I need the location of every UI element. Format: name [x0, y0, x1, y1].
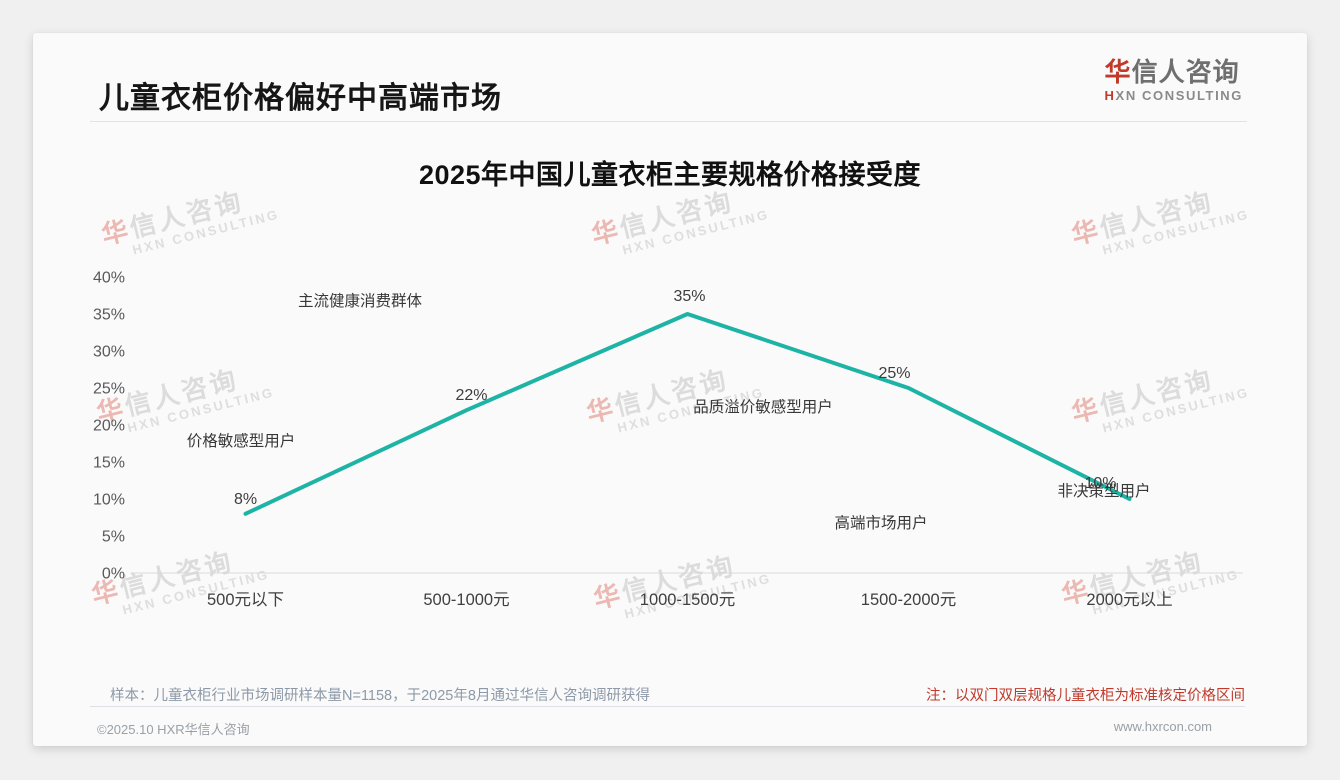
annotation: 非决策型用户: [1057, 482, 1150, 500]
annotation: 高端市场用户: [834, 514, 927, 532]
x-tick-label: 500-1000元: [423, 591, 509, 609]
price-acceptance-line-chart: 0% 5% 10% 15% 20% 25% 30% 35% 40% 500元以下 500-1000元…: [93, 270, 1243, 609]
chart-title: 2025年中国儿童衣柜主要规格价格接受度: [418, 160, 922, 190]
data-label: 35%: [673, 288, 705, 305]
logo-en: HXN CONSULTING: [1105, 89, 1243, 102]
website-url: www.hxrcon.com: [1113, 719, 1212, 734]
data-label: 8%: [234, 491, 257, 508]
price-acceptance-line: [243, 312, 1132, 516]
footer-divider: [90, 706, 1245, 707]
x-tick-label: 500元以下: [207, 591, 284, 609]
sample-footnote: 样本：儿童衣柜行业市场调研样本量N=1158，于2025年8月通过华信人咨询调研…: [110, 688, 650, 704]
y-tick-label: 15%: [93, 455, 125, 472]
y-tick-label: 5%: [102, 529, 125, 546]
logo-cn: 华信人咨询: [1105, 59, 1243, 85]
y-tick-label: 40%: [93, 270, 125, 287]
x-tick-label: 1000-1500元: [640, 591, 735, 609]
annotation: 品质溢价敏感型用户: [693, 398, 833, 416]
annotation: 价格敏感型用户: [187, 432, 296, 450]
logo-cn-accent: 华: [1104, 57, 1132, 87]
data-label: 25%: [878, 365, 910, 382]
x-tick-label: 2000元以上: [1086, 590, 1172, 609]
logo-en-accent: H: [1104, 88, 1116, 103]
page-title: 儿童衣柜价格偏好中高端市场: [99, 82, 502, 115]
y-tick-label: 20%: [93, 418, 125, 435]
logo-en-rest: XN CONSULTING: [1115, 88, 1243, 103]
logo-cn-rest: 信人咨询: [1131, 57, 1240, 87]
y-tick-label: 0%: [102, 566, 125, 583]
y-tick-label: 25%: [93, 381, 125, 398]
x-tick-label: 1500-2000元: [861, 591, 956, 609]
y-tick-label: 30%: [93, 344, 125, 361]
annotation: 主流健康消费群体: [298, 292, 423, 310]
y-tick-label: 10%: [93, 492, 125, 509]
data-label: 22%: [455, 387, 487, 404]
price-note: 注：以双门双层规格儿童衣柜为标准核定价格区间: [926, 688, 1245, 704]
y-tick-label: 35%: [93, 307, 125, 324]
data-label: 10%: [1084, 475, 1116, 492]
slide-card: 华信人咨询 HXN CONSULTING 华信人咨询 HXN CONSULTING 华信…: [33, 33, 1307, 746]
header-divider: [90, 121, 1247, 122]
copyright-text: ©2025.10 HXR华信人咨询: [97, 722, 250, 737]
brand-logo: 华信人咨询 HXN CONSULTING: [1105, 59, 1243, 102]
